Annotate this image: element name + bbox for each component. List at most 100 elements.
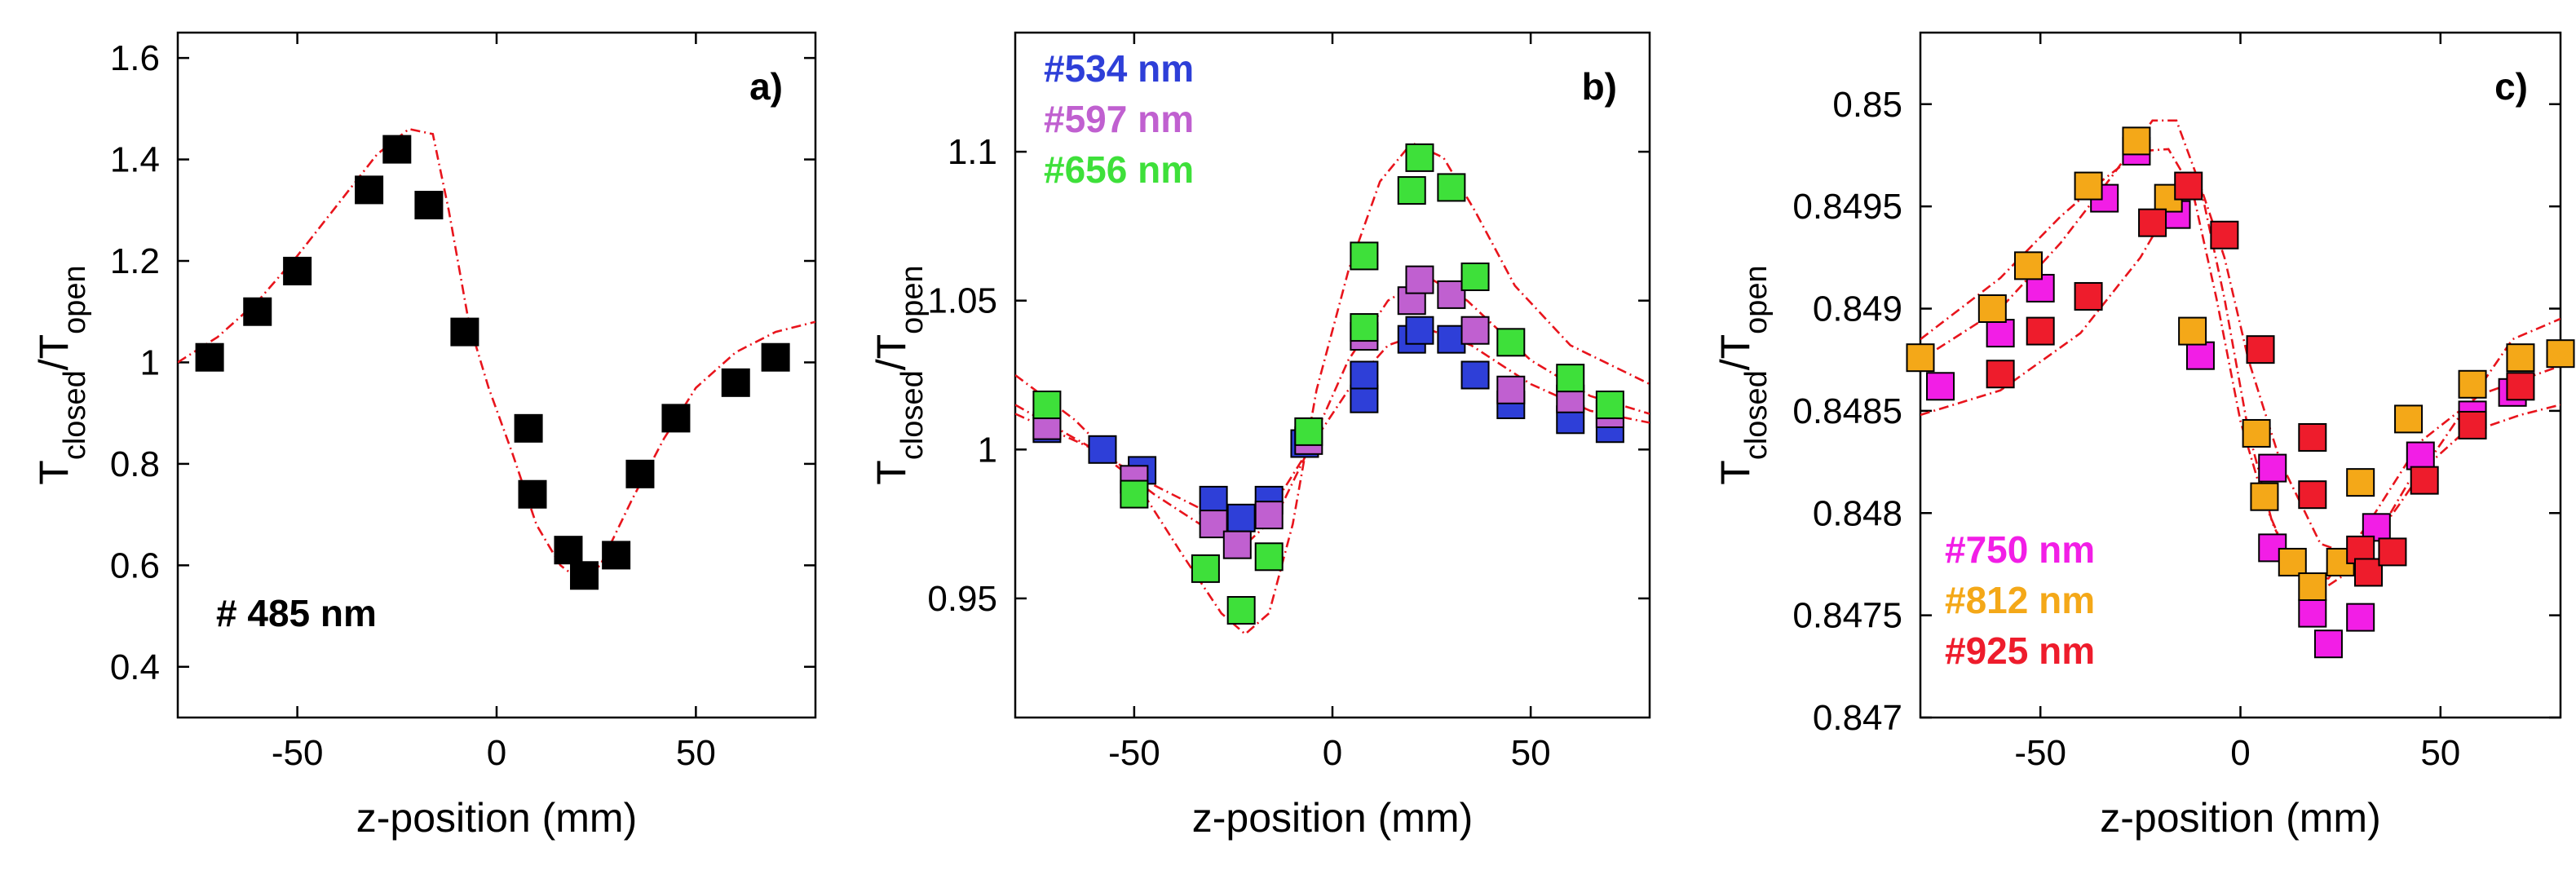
y-axis-label: Tclosed/Topen [868,265,930,484]
data-point [1191,554,1220,583]
fit-curve [1920,180,2561,559]
x-tick-label: -50 [1108,733,1160,773]
y-axis-label-ylabel-main: T [31,460,77,485]
data-point [2242,418,2271,448]
y-tick-label: 0.848 [1813,493,1902,533]
fit-curve [1920,148,2561,593]
data-point [2250,482,2279,511]
y-tick-label: 1.05 [927,281,997,321]
data-point [2074,281,2103,311]
data-point [2506,343,2535,373]
fit-curve [1015,329,1650,526]
data-point [195,342,224,372]
y-axis-label-ylabel-main: T [1712,460,1758,485]
y-tick-label: 0.8475 [1792,596,1902,636]
data-point [1460,262,1490,291]
data-point [2410,466,2439,495]
y-tick-label: 1.1 [948,132,997,172]
data-point [450,317,479,347]
panel-label: c) [2494,65,2528,108]
x-axis-label: z-position (mm) [356,795,637,841]
data-point [2298,598,2327,628]
panel-2: -50 0 50 0.95 1 1.05 1.1 z-position (mm) Tclosed… [868,31,1651,841]
data-point [2354,558,2383,587]
x-tick-label: 50 [2420,733,2460,773]
data-point [1350,313,1379,342]
y-axis-label-ylabel-sub2: open [1739,265,1774,334]
data-point [1496,328,1526,357]
legend-entry: #656 nm [1044,148,1194,191]
data-point [761,342,790,372]
data-point [2074,171,2103,201]
data-point [2506,372,2535,401]
x-tick-label: 0 [2230,733,2250,773]
fit-curve [1015,141,1650,636]
data-point [2298,480,2327,510]
data-point [554,536,583,565]
data-point [355,175,384,205]
data-point [1556,364,1585,393]
y-axis-label-ylabel-slash: /T [31,334,77,370]
data-point [1405,316,1434,345]
data-point [1986,360,2015,389]
data-point [1226,596,1256,625]
data-point [2246,335,2275,364]
data-point [1032,391,1062,420]
data-point [1437,173,1466,202]
y-tick-label: 0.85 [1832,85,1902,125]
panel-label: a) [749,65,783,108]
data-point [2546,339,2575,369]
data-point [514,413,543,443]
y-tick-label: 0.4 [110,647,160,687]
data-point [518,479,547,509]
fit-curve [1015,275,1650,546]
y-axis-label-ylabel-main: T [868,460,914,485]
data-point [1350,384,1379,413]
data-point [2394,404,2424,434]
data-point [2298,572,2327,602]
y-tick-label: 0.849 [1813,289,1902,329]
data-point [2026,316,2055,346]
data-point [2138,208,2167,237]
panel-label: b) [1582,65,1617,108]
data-point [2178,316,2207,346]
y-axis-label: Tclosed/Topen [1712,265,1774,484]
panel-3: -50 0 50 0.847 0.8475 0.848 0.8485 0.849 0.8495 0… [1712,31,2575,841]
data-point [414,191,444,220]
data-point [2346,603,2375,632]
y-tick-label: 0.847 [1813,698,1902,738]
data-point [1350,360,1379,390]
y-axis-label-ylabel-sub1: closed [58,370,92,460]
data-point [2458,369,2487,399]
x-tick-label: 0 [1323,733,1342,773]
data-point [2378,537,2407,567]
fit-curve [178,127,815,582]
data-point [661,404,691,433]
series-925-nm [1986,171,2535,587]
data-point [2346,468,2375,497]
x-tick-label: 50 [676,733,716,773]
data-point [1199,485,1228,514]
y-axis-label-ylabel-sub2: open [58,265,92,334]
legend-entry: #597 nm [1044,98,1194,140]
y-axis-label-ylabel-slash: /T [1712,334,1758,370]
legend-entry: #534 nm [1044,47,1194,90]
y-tick-label: 1.6 [110,38,160,78]
data-point [2298,422,2327,452]
data-point [1437,325,1466,354]
data-point [2185,341,2215,370]
y-tick-label: 1 [978,430,997,470]
x-tick-label: 0 [487,733,506,773]
legend-entry: # 485 nm [216,592,377,634]
data-point [2458,410,2487,439]
data-point [2278,547,2307,576]
data-point [625,459,655,488]
series-656-nm [1032,143,1624,625]
data-point [1226,503,1256,532]
y-tick-label: 1.4 [110,140,160,180]
data-point [1926,372,1955,401]
data-point [1405,143,1434,172]
data-point [243,297,272,326]
y-axis-label-ylabel-sub1: closed [1739,370,1774,460]
